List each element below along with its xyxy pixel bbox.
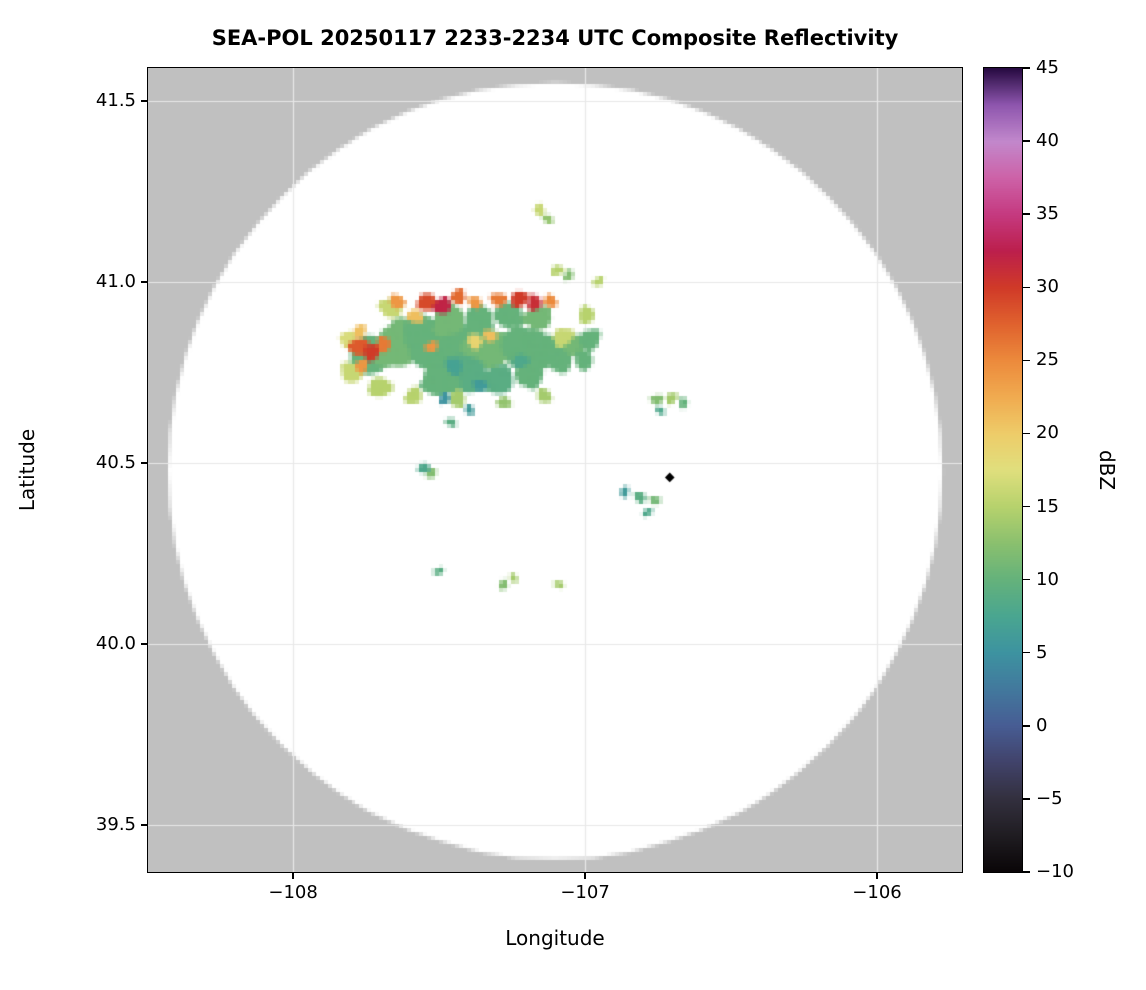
y-tick-mark [141, 100, 148, 102]
colorbar-tick-label: 35 [1036, 203, 1059, 225]
colorbar-tick-label: −10 [1036, 861, 1074, 882]
y-tick-label: 41.0 [95, 270, 136, 292]
colorbar-tick-label: 45 [1036, 57, 1059, 78]
colorbar-tick-label: 20 [1036, 422, 1059, 444]
x-axis-label: Longitude [505, 926, 605, 950]
colorbar-axis-label: dBZ [1095, 449, 1119, 491]
colorbar-tick-label: 5 [1036, 641, 1048, 663]
colorbar-tick-mark [1023, 359, 1030, 362]
y-tick-label: 40.5 [95, 451, 136, 473]
colorbar-tick-mark [1023, 505, 1030, 508]
colorbar-tick-mark [1023, 432, 1030, 435]
x-tick-mark [876, 872, 878, 879]
y-tick-mark [141, 281, 148, 283]
colorbar-tick-mark [1023, 651, 1030, 654]
colorbar-tick-mark [1023, 67, 1030, 69]
colorbar-tick-label: 30 [1036, 276, 1059, 298]
y-tick-mark [141, 643, 148, 645]
colorbar-tick-label: 15 [1036, 495, 1059, 517]
x-tick-mark [584, 872, 586, 879]
y-tick-label: 41.5 [95, 89, 136, 111]
x-tick-label: −108 [268, 882, 318, 903]
y-tick-label: 39.5 [95, 813, 136, 835]
colorbar-tick-mark [1023, 140, 1030, 142]
y-tick-label: 40.0 [95, 632, 136, 654]
colorbar-canvas [984, 68, 1022, 872]
colorbar-tick-mark [1023, 798, 1030, 800]
y-axis-label: Latitude [15, 428, 39, 512]
chart-title: SEA-POL 20250117 2233-2234 UTC Composite… [211, 26, 899, 50]
y-tick-mark [141, 824, 148, 826]
x-tick-label: −106 [852, 882, 902, 903]
colorbar-tick-label: −5 [1036, 787, 1063, 809]
colorbar-tick-label: 10 [1036, 568, 1059, 590]
colorbar-tick-mark [1023, 286, 1030, 289]
y-tick-mark [141, 462, 148, 464]
x-tick-mark [292, 872, 294, 879]
colorbar-tick-mark [1023, 725, 1030, 727]
x-tick-label: −107 [560, 882, 610, 903]
colorbar-tick-label: 25 [1036, 349, 1059, 371]
colorbar-tick-mark [1023, 578, 1030, 581]
colorbar-tick-label: 40 [1036, 130, 1059, 152]
radar-plot-canvas [148, 68, 962, 872]
colorbar-tick-mark [1023, 871, 1030, 873]
colorbar-tick-label: 0 [1036, 714, 1048, 736]
colorbar-tick-mark [1023, 213, 1030, 215]
